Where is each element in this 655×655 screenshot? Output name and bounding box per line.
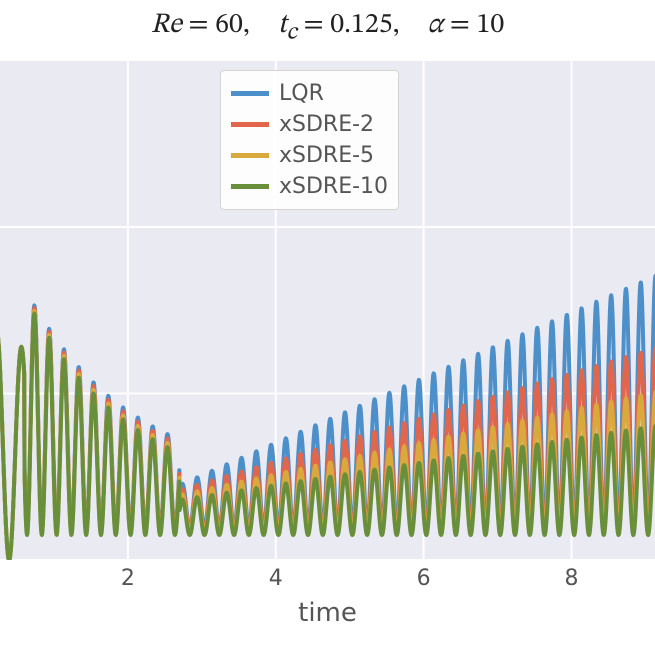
legend-swatch xyxy=(231,184,269,189)
legend-swatch xyxy=(231,91,269,96)
legend-item: xSDRE-10 xyxy=(231,174,388,199)
x-tick-label: 2 xyxy=(108,566,148,591)
legend-label: xSDRE-10 xyxy=(279,174,388,199)
x-axis-label: time xyxy=(0,598,655,628)
legend-label: LQR xyxy=(279,81,324,106)
legend-label: xSDRE-2 xyxy=(279,112,374,137)
x-tick-label: 8 xyxy=(551,566,591,591)
x-tick-label: 6 xyxy=(404,566,444,591)
legend: LQR xSDRE-2 xSDRE-5 xSDRE-10 xyxy=(220,70,399,210)
legend-label: xSDRE-5 xyxy=(279,143,374,168)
chart-container: Re = 60, tc = 0.125, α = 10 time LQR xSDR… xyxy=(0,0,655,655)
legend-item: xSDRE-2 xyxy=(231,112,388,137)
x-tick-label: 4 xyxy=(256,566,296,591)
chart-title: Re = 60, tc = 0.125, α = 10 xyxy=(0,8,655,48)
legend-swatch xyxy=(231,122,269,127)
legend-swatch xyxy=(231,153,269,158)
legend-item: xSDRE-5 xyxy=(231,143,388,168)
legend-item: LQR xyxy=(231,81,388,106)
